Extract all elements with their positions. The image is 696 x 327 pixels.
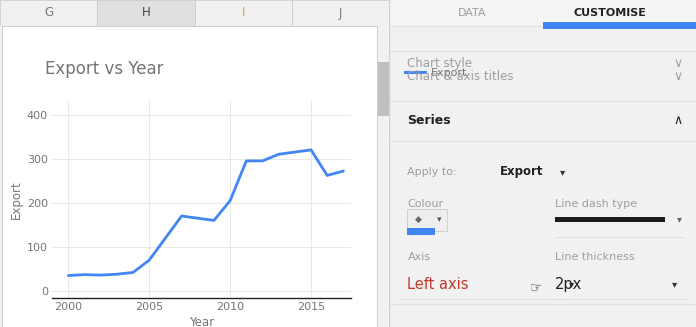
Legend: Export: Export <box>401 64 472 83</box>
Bar <box>407 228 435 235</box>
Text: ▾: ▾ <box>560 167 565 177</box>
Text: I: I <box>242 7 245 20</box>
Text: H: H <box>141 7 150 20</box>
Text: Export vs Year: Export vs Year <box>45 60 164 78</box>
Text: Series: Series <box>407 114 451 128</box>
Text: DATA: DATA <box>458 8 487 18</box>
Text: Left axis: Left axis <box>407 277 469 292</box>
Bar <box>0 0 97 26</box>
X-axis label: Year: Year <box>189 316 214 327</box>
Bar <box>389 0 696 26</box>
Text: ∨: ∨ <box>673 57 682 70</box>
Text: Apply to:: Apply to: <box>407 167 457 177</box>
Text: Line dash type: Line dash type <box>555 199 637 209</box>
Text: ▾: ▾ <box>672 280 677 289</box>
Text: ☞: ☞ <box>530 281 543 295</box>
Text: ▾: ▾ <box>438 215 442 224</box>
Bar <box>543 22 696 29</box>
Y-axis label: Export: Export <box>10 180 23 219</box>
Text: ∨: ∨ <box>673 70 682 82</box>
Text: Chart & axis titles: Chart & axis titles <box>407 70 514 82</box>
Bar <box>407 209 448 231</box>
Bar <box>195 0 292 26</box>
Text: Chart style: Chart style <box>407 57 473 70</box>
Text: Colour: Colour <box>407 199 443 209</box>
Text: ▾: ▾ <box>569 280 574 289</box>
Text: G: G <box>44 7 53 20</box>
Text: J: J <box>339 7 342 20</box>
Text: ▾: ▾ <box>677 215 681 224</box>
Text: Axis: Axis <box>407 252 431 262</box>
Bar <box>292 0 389 26</box>
Text: Export: Export <box>500 165 543 178</box>
Bar <box>555 217 665 222</box>
Text: ◆: ◆ <box>415 215 422 224</box>
Text: 2px: 2px <box>555 277 582 292</box>
Text: Line thickness: Line thickness <box>555 252 635 262</box>
Text: CUSTOMISE: CUSTOMISE <box>574 8 647 18</box>
Text: ∧: ∧ <box>673 114 682 128</box>
Bar <box>97 0 195 26</box>
Bar <box>377 62 389 116</box>
